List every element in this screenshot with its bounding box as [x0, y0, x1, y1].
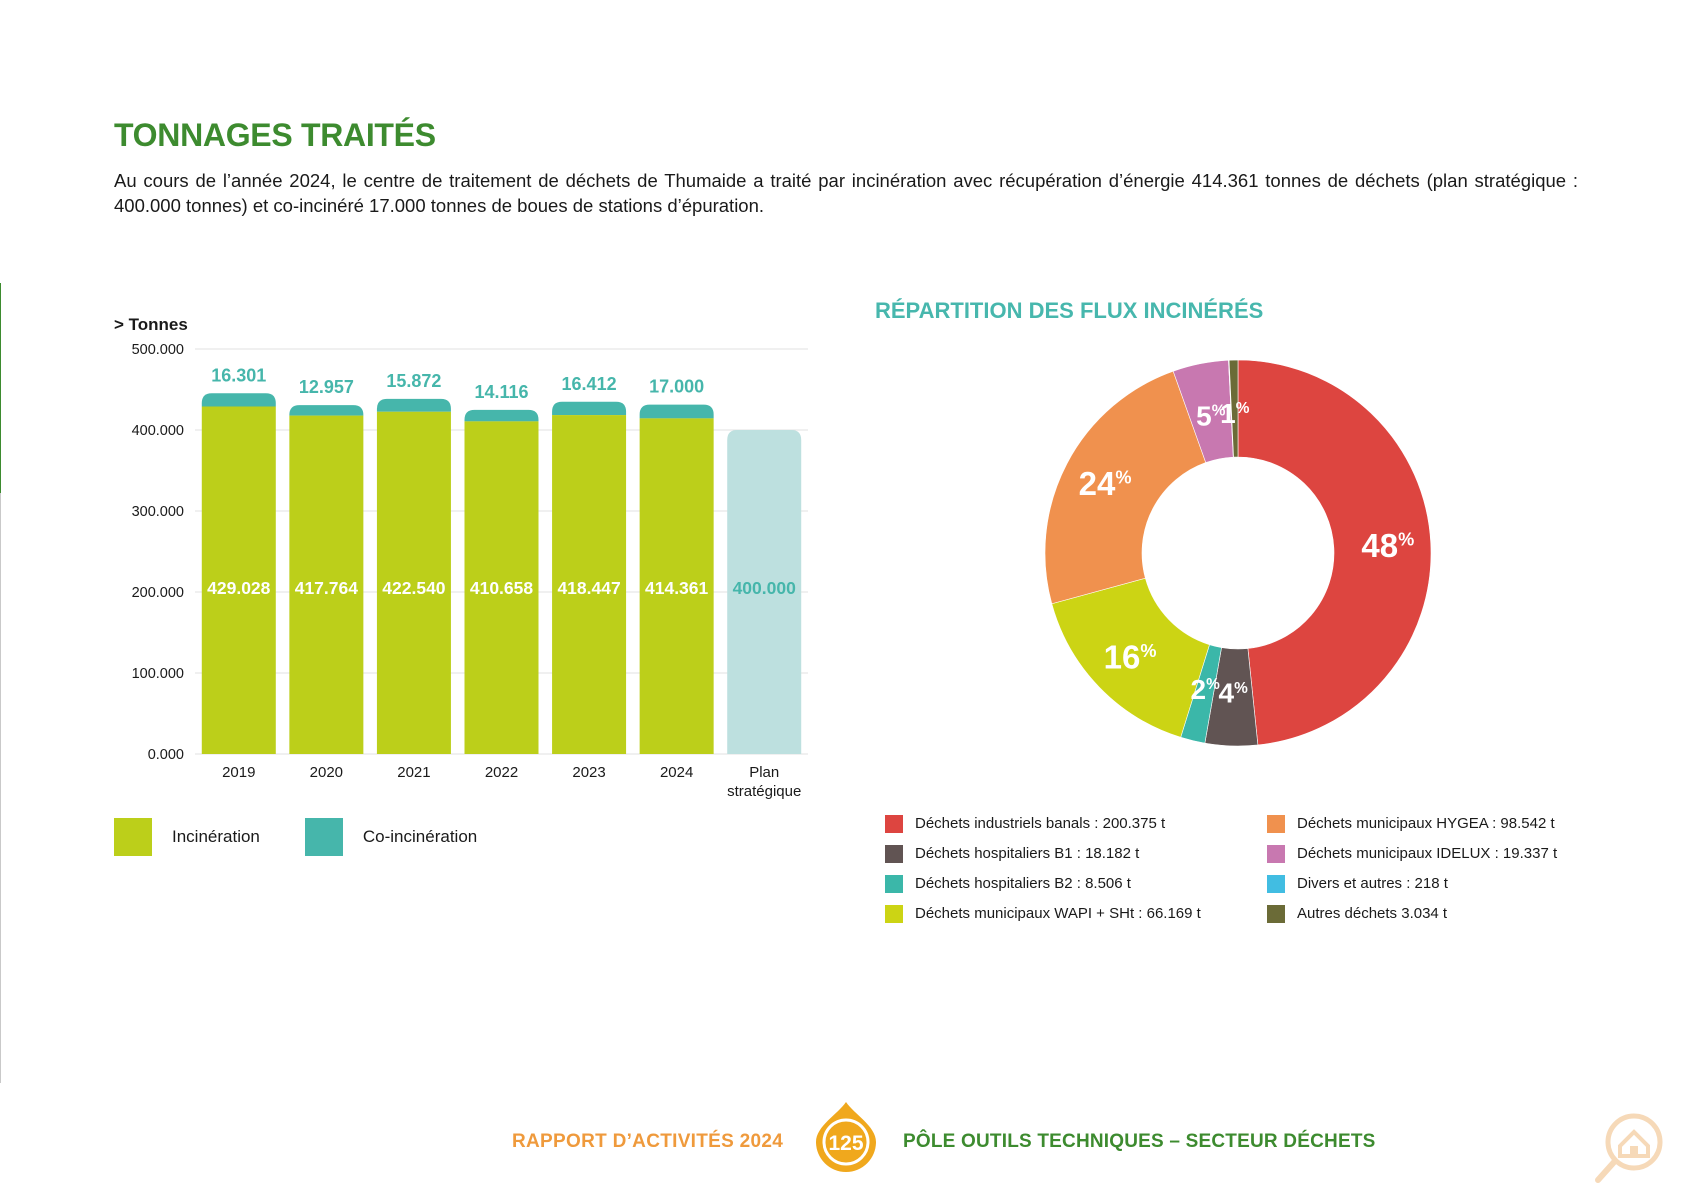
- donut-legend-item: Divers et autres : 218 t: [1267, 874, 1605, 893]
- plan-value-label: 400.000: [733, 578, 797, 598]
- legend-incineration-swatch: [114, 818, 152, 856]
- donut-percent-label: 16%: [1104, 639, 1157, 676]
- page-number-badge: 125: [816, 1102, 876, 1172]
- donut-percent-label: 24%: [1079, 465, 1132, 502]
- x-tick-label: 2019: [222, 764, 255, 781]
- donut-legend: Déchets industriels banals : 200.375 t D…: [885, 814, 1605, 923]
- donut-legend-item: Déchets hospitaliers B1 : 18.182 t: [885, 844, 1267, 863]
- drop-icon: [816, 1102, 876, 1172]
- donut-legend-label: Déchets hospitaliers B1 : 18.182 t: [915, 845, 1140, 862]
- donut-legend-label: Déchets municipaux WAPI + SHt : 66.169 t: [915, 905, 1201, 922]
- bar-co-incineration: [376, 398, 451, 412]
- donut-legend-item: Déchets industriels banals : 200.375 t: [885, 814, 1267, 833]
- donut-legend-label: Divers et autres : 218 t: [1297, 875, 1448, 892]
- x-tick-label: Plan: [749, 764, 779, 781]
- donut-slice: [1228, 359, 1239, 458]
- co-incineration-value-label: 16.412: [562, 374, 617, 394]
- donut-legend-item: Autres déchets 3.034 t: [1267, 904, 1605, 923]
- y-axis-title: > Tonnes: [114, 315, 188, 334]
- donut-legend-swatch: [1267, 904, 1285, 923]
- donut-percent-label: 48%: [1361, 527, 1414, 564]
- donut-percent-label: 5%: [1196, 400, 1226, 431]
- bar-co-incineration: [289, 405, 364, 416]
- donut-legend-item: Déchets municipaux WAPI + SHt : 66.169 t: [885, 904, 1267, 923]
- donut-legend-swatch: [885, 844, 903, 863]
- page-title: TONNAGES TRAITÉS: [114, 117, 436, 153]
- donut-legend-swatch: [1267, 874, 1285, 893]
- legend-incineration: Incinération: [114, 818, 260, 856]
- donut-legend-label: Déchets municipaux IDELUX : 19.337 t: [1297, 845, 1558, 862]
- co-incineration-value-label: 15.872: [386, 371, 441, 391]
- bar-legend: Incinération Co-incinération: [114, 818, 477, 856]
- y-tick-label: 100.000: [132, 666, 184, 682]
- donut-percent-label: 4%: [1219, 678, 1249, 709]
- bar-incineration: [289, 415, 364, 754]
- legend-co-incineration-label: Co-incinération: [362, 827, 478, 846]
- donut-legend-swatch: [1267, 814, 1285, 833]
- donut-slice: [1051, 577, 1210, 738]
- co-incineration-value-label: 12.957: [299, 377, 354, 397]
- y-tick-label: 200.000: [132, 585, 184, 601]
- donut-legend-label: Déchets municipaux HYGEA : 98.542 t: [1297, 815, 1555, 832]
- bar-plan-strategique: [727, 430, 802, 754]
- donut-legend-label: Déchets hospitaliers B2 : 8.506 t: [915, 875, 1131, 892]
- bar-co-incineration: [464, 409, 539, 422]
- y-tick-label: 0.000: [148, 747, 184, 763]
- donut-legend-swatch: [885, 904, 903, 923]
- co-incineration-value-label: 17.000: [649, 377, 704, 397]
- bar-incineration: [639, 418, 714, 754]
- x-tick-label: 2023: [572, 764, 605, 781]
- legend-incineration-label: Incinération: [172, 827, 260, 846]
- donut-percent-label: 1%: [1220, 398, 1250, 429]
- y-tick-label: 400.000: [132, 423, 184, 439]
- x-tick-label: 2020: [310, 764, 343, 781]
- x-tick-label: 2021: [397, 764, 430, 781]
- incineration-value-label: 410.658: [470, 578, 534, 598]
- donut-percent-label: 2%: [1190, 674, 1220, 705]
- donut-legend-item: Déchets hospitaliers B2 : 8.506 t: [885, 874, 1267, 893]
- tonnage-bar-chart: > Tonnes 0.000 100.000 200.000 300.000 400.00…: [114, 315, 808, 800]
- donut-legend-item: Déchets municipaux IDELUX : 19.337 t: [1267, 844, 1605, 863]
- y-tick-label: 300.000: [132, 504, 184, 520]
- donut-legend-label: Autres déchets 3.034 t: [1297, 905, 1448, 922]
- left-margin-accent: [0, 283, 1, 493]
- donut-slice: [1044, 370, 1207, 605]
- incineration-value-label: 417.764: [295, 578, 359, 598]
- donut-legend-swatch: [885, 814, 903, 833]
- bar-co-incineration: [639, 404, 714, 419]
- donut-legend-swatch: [1267, 844, 1285, 863]
- flux-donut-chart: 48% 4%2% 16% 24% 5%1%: [1044, 359, 1432, 747]
- co-incineration-value-label: 16.301: [211, 365, 266, 385]
- legend-co-incineration: Co-incinération: [304, 818, 478, 856]
- bar-co-incineration: [201, 393, 276, 407]
- donut-chart-title: RÉPARTITION DES FLUX INCINÉRÉS: [875, 298, 1264, 323]
- left-margin-rule: [0, 283, 1, 1083]
- incineration-value-label: 422.540: [382, 578, 446, 598]
- incineration-value-label: 418.447: [557, 578, 620, 598]
- x-tick-label: 2024: [660, 764, 693, 781]
- intro-paragraph: Au cours de l’année 2024, le centre de t…: [114, 170, 1578, 216]
- co-incineration-value-label: 14.116: [474, 382, 528, 402]
- bar-co-incineration: [552, 401, 627, 416]
- incineration-value-label: 429.028: [207, 578, 271, 598]
- donut-legend-item: Déchets municipaux HYGEA : 98.542 t: [1267, 814, 1605, 833]
- house-search-logo-icon: [1595, 1113, 1663, 1183]
- donut-legend-label: Déchets industriels banals : 200.375 t: [915, 815, 1166, 832]
- bar-incineration: [464, 421, 539, 754]
- legend-co-incineration-swatch: [304, 818, 343, 856]
- incineration-value-label: 414.361: [645, 578, 709, 598]
- bar-incineration: [201, 406, 276, 754]
- bar-incineration: [376, 411, 451, 754]
- x-tick-label: 2022: [485, 764, 518, 781]
- donut-slice: [1237, 359, 1432, 746]
- badge-ring: [822, 1118, 870, 1166]
- y-tick-label: 500.000: [132, 342, 184, 358]
- x-tick-label: stratégique: [727, 783, 801, 800]
- donut-legend-swatch: [885, 874, 903, 893]
- footer-report-title: RAPPORT D’ACTIVITÉS 2024: [512, 1131, 784, 1152]
- footer-section-title: PÔLE OUTILS TECHNIQUES – SECTEUR DÉCHETS: [903, 1131, 1376, 1152]
- page-number: 125: [828, 1132, 863, 1155]
- bar-incineration: [552, 415, 627, 754]
